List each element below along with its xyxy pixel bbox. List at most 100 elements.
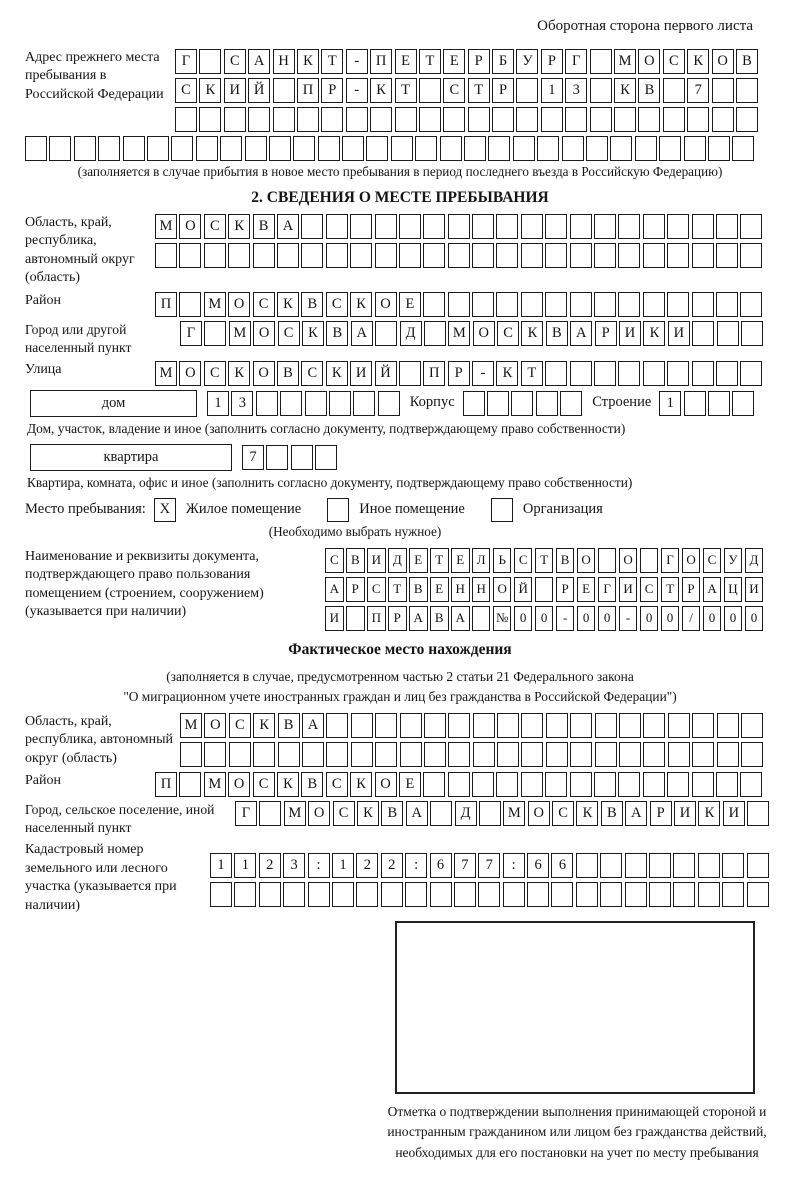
char-cell[interactable]: Г bbox=[235, 801, 257, 827]
char-cell[interactable]: Р bbox=[649, 801, 672, 827]
char-cell[interactable]: О bbox=[179, 214, 202, 239]
char-cell[interactable] bbox=[565, 107, 588, 132]
char-cell[interactable]: Р bbox=[467, 49, 490, 74]
char-cell[interactable] bbox=[634, 136, 657, 161]
char-cell[interactable] bbox=[707, 136, 730, 161]
char-cell[interactable] bbox=[179, 772, 202, 798]
char-cell[interactable] bbox=[228, 741, 251, 767]
char-cell[interactable]: У bbox=[516, 49, 539, 74]
char-cell[interactable]: А bbox=[325, 576, 344, 602]
char-cell[interactable] bbox=[545, 360, 568, 386]
char-cell[interactable] bbox=[716, 712, 739, 738]
char-cell[interactable]: Й bbox=[248, 78, 271, 103]
char-cell[interactable]: 7 bbox=[453, 853, 476, 879]
char-cell[interactable] bbox=[472, 243, 495, 268]
char-cell[interactable] bbox=[667, 243, 690, 268]
char-cell[interactable]: О bbox=[374, 772, 397, 798]
char-cell[interactable] bbox=[472, 712, 495, 738]
char-cell[interactable] bbox=[283, 882, 306, 908]
char-cell[interactable]: М bbox=[228, 320, 251, 346]
char-cell[interactable] bbox=[496, 214, 519, 239]
char-cell[interactable]: И bbox=[744, 576, 764, 602]
char-cell[interactable]: К bbox=[356, 801, 379, 827]
char-cell[interactable] bbox=[223, 107, 246, 132]
char-cell[interactable] bbox=[471, 605, 491, 631]
char-cell[interactable] bbox=[618, 214, 641, 239]
char-cell[interactable] bbox=[516, 78, 539, 103]
char-cell[interactable] bbox=[594, 772, 617, 798]
char-cell[interactable] bbox=[418, 107, 441, 132]
char-cell[interactable]: И bbox=[350, 360, 373, 386]
char-cell[interactable] bbox=[277, 741, 300, 767]
char-cell[interactable]: Е bbox=[394, 49, 417, 74]
char-cell[interactable] bbox=[255, 390, 278, 416]
char-cell[interactable] bbox=[398, 360, 421, 386]
char-cell[interactable]: В bbox=[638, 78, 661, 103]
char-cell[interactable] bbox=[722, 853, 745, 879]
char-cell[interactable]: М bbox=[155, 214, 177, 239]
char-cell[interactable]: 0 bbox=[702, 605, 722, 631]
char-cell[interactable] bbox=[520, 291, 543, 317]
char-cell[interactable] bbox=[272, 78, 295, 103]
char-cell[interactable] bbox=[496, 243, 519, 268]
char-cell[interactable] bbox=[618, 291, 641, 317]
char-cell[interactable] bbox=[715, 772, 738, 798]
char-cell[interactable] bbox=[667, 772, 690, 798]
char-cell[interactable] bbox=[740, 243, 763, 268]
char-cell[interactable]: С bbox=[639, 576, 659, 602]
char-cell[interactable] bbox=[146, 136, 169, 161]
char-cell[interactable]: 0 bbox=[576, 605, 596, 631]
char-cell[interactable]: М bbox=[203, 772, 226, 798]
char-cell[interactable]: О bbox=[204, 712, 227, 738]
char-cell[interactable]: 0 bbox=[723, 605, 743, 631]
char-cell[interactable] bbox=[399, 712, 422, 738]
char-cell[interactable] bbox=[732, 390, 755, 416]
char-cell[interactable] bbox=[520, 214, 543, 239]
char-cell[interactable]: О bbox=[618, 547, 638, 573]
char-cell[interactable] bbox=[722, 882, 745, 908]
char-cell[interactable] bbox=[594, 214, 617, 239]
char-cell[interactable] bbox=[740, 320, 763, 346]
char-cell[interactable] bbox=[642, 772, 665, 798]
char-cell[interactable] bbox=[691, 360, 714, 386]
char-cell[interactable] bbox=[740, 214, 763, 239]
char-cell[interactable] bbox=[350, 712, 373, 738]
char-cell[interactable]: К bbox=[276, 772, 299, 798]
char-cell[interactable] bbox=[280, 390, 303, 416]
char-cell[interactable] bbox=[667, 712, 690, 738]
char-cell[interactable] bbox=[691, 243, 714, 268]
char-cell[interactable] bbox=[673, 882, 696, 908]
char-cell[interactable] bbox=[380, 882, 403, 908]
char-cell[interactable] bbox=[374, 214, 397, 239]
char-cell[interactable] bbox=[715, 291, 738, 317]
char-cell[interactable] bbox=[418, 78, 441, 103]
char-cell[interactable] bbox=[618, 772, 641, 798]
char-cell[interactable] bbox=[122, 136, 145, 161]
char-cell[interactable] bbox=[589, 78, 612, 103]
char-cell[interactable] bbox=[594, 712, 617, 738]
char-cell[interactable] bbox=[204, 320, 227, 346]
char-cell[interactable] bbox=[331, 882, 354, 908]
char-cell[interactable]: Р bbox=[555, 576, 575, 602]
char-cell[interactable]: Н bbox=[450, 576, 470, 602]
char-cell[interactable]: 6 bbox=[527, 853, 550, 879]
char-cell[interactable]: - bbox=[345, 49, 368, 74]
char-cell[interactable] bbox=[175, 107, 197, 132]
char-cell[interactable]: Й bbox=[513, 576, 533, 602]
char-cell[interactable] bbox=[569, 214, 592, 239]
char-cell[interactable]: И bbox=[619, 320, 642, 346]
char-cell[interactable]: К bbox=[228, 214, 251, 239]
char-cell[interactable] bbox=[638, 107, 661, 132]
char-cell[interactable]: В bbox=[545, 320, 568, 346]
char-cell[interactable] bbox=[534, 576, 554, 602]
char-cell[interactable]: О bbox=[472, 320, 495, 346]
char-cell[interactable]: В bbox=[429, 605, 449, 631]
char-cell[interactable]: 0 bbox=[534, 605, 554, 631]
char-cell[interactable] bbox=[667, 291, 690, 317]
char-cell[interactable] bbox=[350, 243, 373, 268]
char-cell[interactable] bbox=[589, 49, 612, 74]
char-cell[interactable] bbox=[747, 801, 770, 827]
char-cell[interactable] bbox=[673, 853, 696, 879]
char-cell[interactable] bbox=[594, 243, 617, 268]
char-cell[interactable]: Т bbox=[429, 547, 449, 573]
